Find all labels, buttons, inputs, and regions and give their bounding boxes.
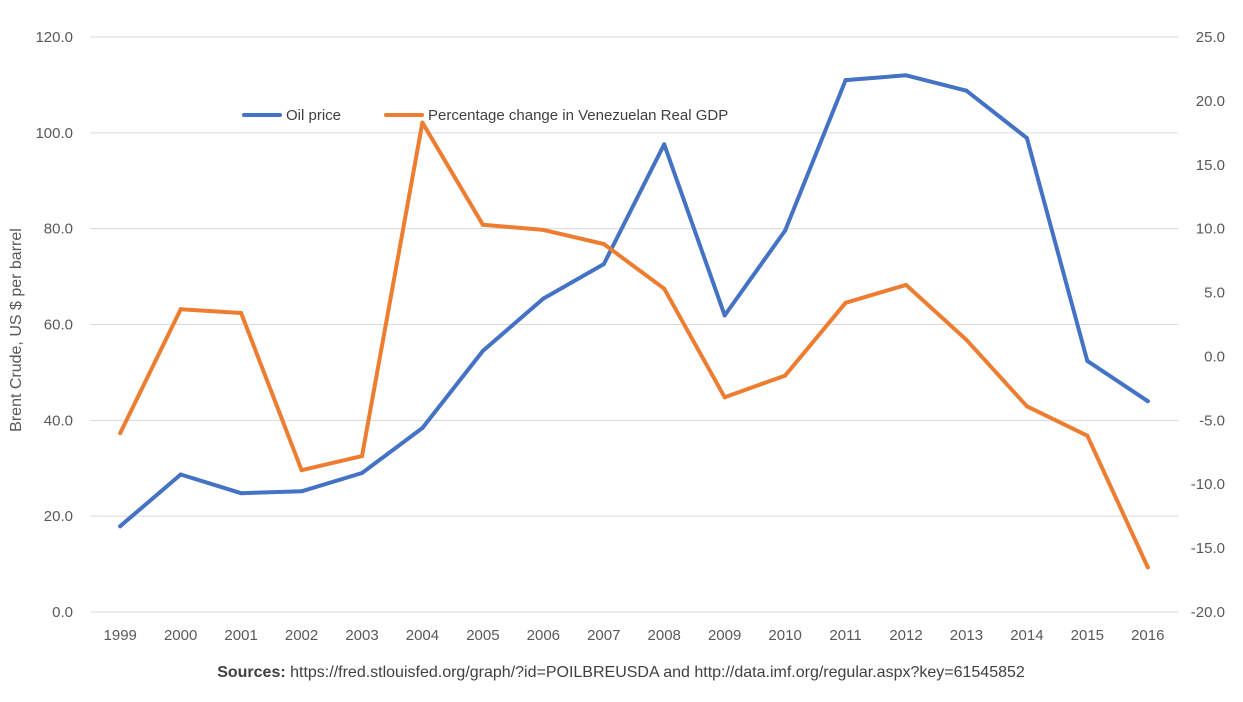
y2-tick-label: 0.0 bbox=[1204, 348, 1225, 365]
data-point bbox=[783, 373, 788, 378]
data-point bbox=[299, 489, 304, 494]
x-tick-label: 2008 bbox=[648, 627, 681, 644]
x-tick-label: 2010 bbox=[768, 627, 801, 644]
x-tick-label: 2006 bbox=[527, 627, 560, 644]
data-point bbox=[541, 296, 546, 301]
data-point bbox=[964, 88, 969, 93]
x-tick-label: 2009 bbox=[708, 627, 741, 644]
y-tick-label: 20.0 bbox=[44, 508, 73, 525]
x-tick-label: 2002 bbox=[285, 627, 318, 644]
data-point bbox=[722, 313, 727, 318]
legend-label: Percentage change in Venezuelan Real GDP bbox=[428, 107, 728, 124]
data-point bbox=[904, 73, 908, 78]
series-lines bbox=[118, 73, 1150, 570]
x-tick-label: 2007 bbox=[587, 627, 620, 644]
y2-tick-label: 20.0 bbox=[1196, 93, 1225, 110]
source-text: https://fred.stlouisfed.org/graph/?id=PO… bbox=[286, 664, 1025, 681]
data-point bbox=[1024, 404, 1029, 409]
data-point bbox=[662, 142, 667, 147]
y2-tick-label: -15.0 bbox=[1191, 540, 1225, 557]
x-tick-label: 2003 bbox=[345, 627, 378, 644]
y-tick-label: 40.0 bbox=[44, 412, 73, 429]
data-point bbox=[118, 524, 123, 529]
y2-tick-label: -10.0 bbox=[1191, 476, 1225, 493]
legend: Oil price Percentage change in Venezuelan… bbox=[242, 107, 728, 124]
data-point bbox=[178, 307, 183, 312]
data-point bbox=[601, 242, 606, 246]
y2-tick-label: -20.0 bbox=[1191, 604, 1225, 621]
y-tick-label: 60.0 bbox=[44, 317, 73, 334]
data-point bbox=[178, 472, 183, 477]
data-point bbox=[843, 300, 848, 305]
data-point bbox=[722, 395, 727, 400]
y2-tick-label: 5.0 bbox=[1204, 285, 1225, 302]
x-axis-ticks: 1999 2000 2001 2002 2003 2004 2005 2006 2007 2008… bbox=[104, 627, 1165, 644]
x-tick-label: 2013 bbox=[950, 627, 983, 644]
series-line-1 bbox=[118, 73, 1150, 529]
data-point bbox=[239, 491, 244, 496]
data-point bbox=[601, 262, 606, 267]
data-point bbox=[1024, 136, 1029, 141]
data-point bbox=[360, 454, 364, 459]
right-axis-ticks: -20.0 -15.0 -10.0 -5.0 0.0 5.0 10.0 15.0 20.0 25.… bbox=[1191, 29, 1225, 621]
y-tick-label: 100.0 bbox=[35, 125, 73, 142]
data-point bbox=[420, 120, 425, 125]
data-point bbox=[1085, 358, 1090, 363]
x-tick-label: 2012 bbox=[889, 627, 922, 644]
legend-label: Oil price bbox=[286, 107, 341, 124]
data-point bbox=[662, 286, 667, 291]
y2-tick-label: 10.0 bbox=[1196, 221, 1225, 238]
source-label: Sources: bbox=[217, 664, 285, 681]
data-point bbox=[541, 227, 546, 232]
y2-tick-label: 25.0 bbox=[1196, 29, 1225, 46]
y-axis-title: Brent Crude, US $ per barrel bbox=[8, 228, 25, 432]
x-tick-label: 2016 bbox=[1131, 627, 1164, 644]
data-point bbox=[480, 222, 485, 227]
source-note: Sources: https://fred.stlouisfed.org/gra… bbox=[217, 664, 1025, 681]
y-tick-label: 80.0 bbox=[44, 221, 73, 238]
y2-tick-label: -5.0 bbox=[1199, 412, 1225, 429]
y2-tick-label: 15.0 bbox=[1196, 157, 1225, 174]
x-tick-label: 2005 bbox=[466, 627, 499, 644]
x-tick-label: 2014 bbox=[1010, 627, 1043, 644]
data-point bbox=[843, 78, 848, 83]
data-point bbox=[420, 426, 425, 430]
data-point bbox=[239, 311, 244, 315]
data-point bbox=[1085, 433, 1090, 438]
y-tick-label: 120.0 bbox=[35, 29, 73, 46]
data-point bbox=[360, 471, 364, 476]
y-tick-label: 0.0 bbox=[52, 604, 73, 621]
gridlines bbox=[90, 36, 1178, 613]
x-tick-label: 2011 bbox=[829, 627, 861, 644]
data-point bbox=[904, 282, 908, 287]
data-point bbox=[118, 431, 123, 436]
x-tick-label: 2004 bbox=[406, 627, 439, 644]
data-point bbox=[1145, 565, 1150, 570]
data-point bbox=[1145, 399, 1150, 404]
data-point bbox=[480, 348, 485, 353]
x-tick-label: 1999 bbox=[104, 627, 137, 644]
data-point bbox=[299, 468, 304, 473]
x-tick-label: 2001 bbox=[224, 627, 257, 644]
data-point bbox=[783, 228, 788, 233]
left-axis-ticks: 0.0 20.0 40.0 60.0 80.0 100.0 120.0 bbox=[35, 29, 73, 621]
series-line-2 bbox=[118, 120, 1150, 570]
x-tick-label: 2000 bbox=[164, 627, 197, 644]
x-tick-label: 2015 bbox=[1071, 627, 1104, 644]
data-point bbox=[964, 337, 969, 342]
